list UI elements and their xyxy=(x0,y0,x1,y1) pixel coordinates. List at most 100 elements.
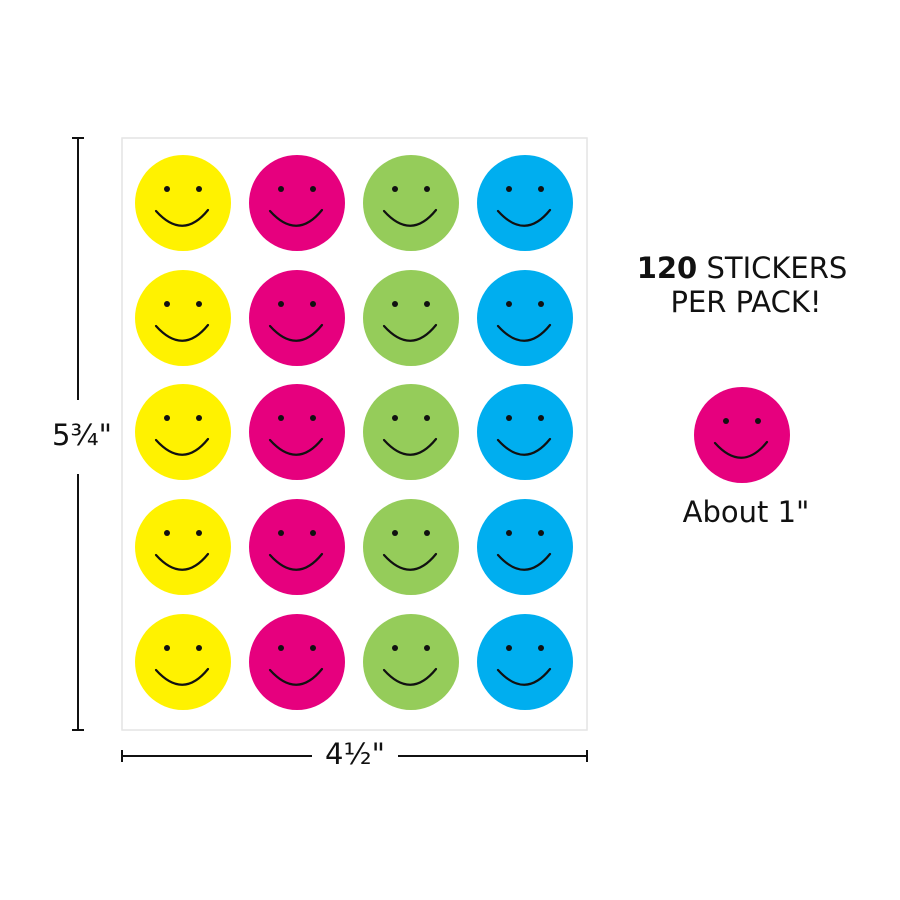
sticker-face xyxy=(363,270,459,366)
smiley-sticker xyxy=(249,384,345,480)
smile xyxy=(382,437,438,456)
eye xyxy=(196,415,202,421)
smiley-sticker xyxy=(135,614,231,710)
smiley-sticker xyxy=(249,155,345,251)
eye xyxy=(278,301,284,307)
smile xyxy=(496,208,552,227)
sticker-face xyxy=(249,270,345,366)
sticker-face xyxy=(135,614,231,710)
sticker-face xyxy=(363,384,459,480)
smile xyxy=(382,323,438,342)
eye xyxy=(506,645,512,651)
sticker-face xyxy=(249,384,345,480)
sticker-face xyxy=(249,499,345,595)
sticker-face xyxy=(363,155,459,251)
height-dimension xyxy=(72,137,84,731)
smiley-sticker xyxy=(477,384,573,480)
smile xyxy=(268,552,324,571)
eye xyxy=(506,301,512,307)
sticker-face xyxy=(477,270,573,366)
smile xyxy=(268,437,324,456)
sticker-face xyxy=(249,614,345,710)
smiley-sticker xyxy=(249,614,345,710)
smile xyxy=(382,667,438,686)
smiley-sticker xyxy=(135,384,231,480)
eye xyxy=(310,415,316,421)
smiley-sticker xyxy=(249,270,345,366)
smile xyxy=(154,437,210,456)
eye xyxy=(164,645,170,651)
smile xyxy=(268,323,324,342)
smiley-sticker xyxy=(363,614,459,710)
smiley-sticker xyxy=(477,155,573,251)
eye xyxy=(164,415,170,421)
eye xyxy=(310,530,316,536)
eye xyxy=(392,301,398,307)
sample-caption: About 1" xyxy=(683,495,810,529)
smile xyxy=(496,667,552,686)
eye xyxy=(164,186,170,192)
sticker-face xyxy=(694,387,790,483)
sticker-face xyxy=(477,384,573,480)
eye xyxy=(506,530,512,536)
smile xyxy=(268,208,324,227)
eye xyxy=(392,645,398,651)
eye xyxy=(723,418,729,424)
smile xyxy=(382,208,438,227)
eye xyxy=(278,186,284,192)
height-label: 5¾" xyxy=(52,418,112,452)
smiley-sticker xyxy=(363,155,459,251)
sticker-face xyxy=(249,155,345,251)
eye xyxy=(424,186,430,192)
smiley-sticker xyxy=(135,499,231,595)
smile xyxy=(496,552,552,571)
sticker-face xyxy=(135,499,231,595)
width-label: 4½" xyxy=(325,737,385,771)
eye xyxy=(196,301,202,307)
smile xyxy=(154,323,210,342)
eye xyxy=(196,186,202,192)
eye xyxy=(164,530,170,536)
eye xyxy=(506,415,512,421)
width-dimension xyxy=(121,750,588,762)
eye xyxy=(310,186,316,192)
eye xyxy=(424,415,430,421)
eye xyxy=(392,530,398,536)
sticker-face xyxy=(363,499,459,595)
eye xyxy=(538,530,544,536)
smiley-sticker xyxy=(363,270,459,366)
smiley-sticker xyxy=(477,270,573,366)
smiley-sticker xyxy=(135,155,231,251)
smiley-sticker xyxy=(477,499,573,595)
sticker-face xyxy=(135,270,231,366)
smile xyxy=(154,208,210,227)
promo-unit: STICKERS xyxy=(706,251,847,285)
sticker-face xyxy=(477,499,573,595)
smile xyxy=(496,437,552,456)
stickers xyxy=(135,155,790,710)
eye xyxy=(164,301,170,307)
smile xyxy=(268,667,324,686)
smile xyxy=(496,323,552,342)
smiley-sticker xyxy=(135,270,231,366)
eye xyxy=(310,301,316,307)
eye xyxy=(278,645,284,651)
smile xyxy=(713,440,769,459)
eye xyxy=(538,645,544,651)
sticker-face xyxy=(477,614,573,710)
sticker-face xyxy=(135,384,231,480)
eye xyxy=(278,415,284,421)
smile xyxy=(154,552,210,571)
eye xyxy=(424,301,430,307)
smiley-sticker xyxy=(363,499,459,595)
sticker-face xyxy=(477,155,573,251)
smiley-sticker xyxy=(477,614,573,710)
smiley-sticker xyxy=(249,499,345,595)
eye xyxy=(506,186,512,192)
eye xyxy=(310,645,316,651)
eye xyxy=(424,530,430,536)
promo-line2: PER PACK! xyxy=(670,285,821,319)
eye xyxy=(196,530,202,536)
smiley-sticker xyxy=(363,384,459,480)
